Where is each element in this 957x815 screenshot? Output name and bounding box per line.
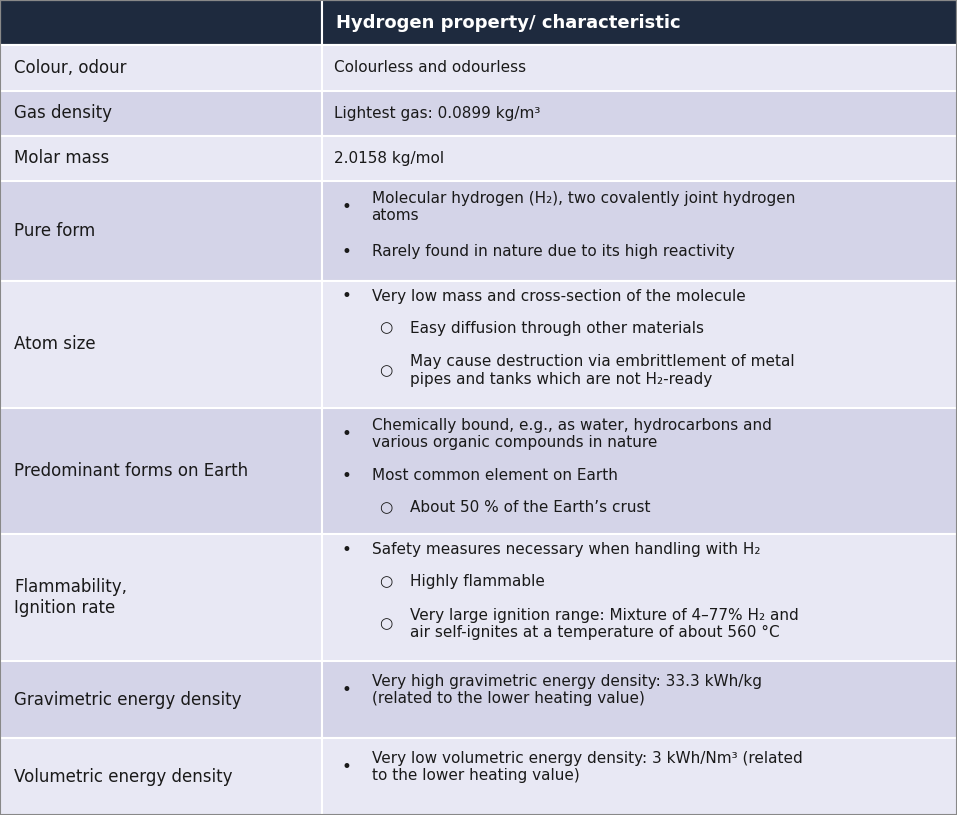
Text: ○: ○ bbox=[380, 574, 392, 589]
Text: •: • bbox=[342, 681, 351, 698]
Bar bbox=[322, 46, 957, 90]
Text: ○: ○ bbox=[380, 320, 392, 336]
Text: Rarely found in nature due to its high reactivity: Rarely found in nature due to its high r… bbox=[371, 244, 734, 259]
Text: •: • bbox=[342, 467, 351, 485]
Text: Very large ignition range: Mixture of 4–77% H₂ and
air self-ignites at a tempera: Very large ignition range: Mixture of 4–… bbox=[410, 608, 798, 640]
Text: Highly flammable: Highly flammable bbox=[410, 574, 545, 589]
Bar bbox=[322, 181, 957, 280]
Text: ○: ○ bbox=[380, 500, 392, 515]
Bar bbox=[322, 408, 957, 535]
Text: Gravimetric energy density: Gravimetric energy density bbox=[14, 690, 241, 708]
Bar bbox=[322, 661, 957, 738]
Text: Flammability,
Ignition rate: Flammability, Ignition rate bbox=[14, 579, 127, 617]
Bar bbox=[322, 90, 957, 136]
Text: •: • bbox=[342, 198, 351, 216]
Bar bbox=[322, 280, 957, 408]
Bar bbox=[0, 738, 322, 815]
Bar bbox=[322, 0, 957, 46]
Bar bbox=[0, 0, 322, 46]
Text: ○: ○ bbox=[380, 363, 392, 378]
Text: Most common element on Earth: Most common element on Earth bbox=[371, 469, 617, 483]
Text: Atom size: Atom size bbox=[14, 335, 96, 353]
Text: Hydrogen property/ characteristic: Hydrogen property/ characteristic bbox=[336, 14, 680, 32]
Text: Safety measures necessary when handling with H₂: Safety measures necessary when handling … bbox=[371, 543, 760, 557]
Text: Pure form: Pure form bbox=[14, 222, 96, 240]
Bar bbox=[0, 661, 322, 738]
Text: Colour, odour: Colour, odour bbox=[14, 59, 126, 77]
Text: •: • bbox=[342, 288, 351, 306]
Text: Colourless and odourless: Colourless and odourless bbox=[334, 60, 525, 76]
Bar bbox=[0, 90, 322, 136]
Text: •: • bbox=[342, 243, 351, 261]
Text: About 50 % of the Earth’s crust: About 50 % of the Earth’s crust bbox=[410, 500, 650, 515]
Text: Lightest gas: 0.0899 kg/m³: Lightest gas: 0.0899 kg/m³ bbox=[334, 106, 540, 121]
Text: Volumetric energy density: Volumetric energy density bbox=[14, 768, 233, 786]
Text: Molecular hydrogen (H₂), two covalently joint hydrogen
atoms: Molecular hydrogen (H₂), two covalently … bbox=[371, 191, 795, 223]
Bar bbox=[0, 408, 322, 535]
Bar bbox=[0, 46, 322, 90]
Text: Very low volumetric energy density: 3 kWh/Nm³ (related
to the lower heating valu: Very low volumetric energy density: 3 kW… bbox=[371, 751, 802, 783]
Text: Easy diffusion through other materials: Easy diffusion through other materials bbox=[410, 320, 703, 336]
Text: Chemically bound, e.g., as water, hydrocarbons and
various organic compounds in : Chemically bound, e.g., as water, hydroc… bbox=[371, 417, 771, 450]
Text: May cause destruction via embrittlement of metal
pipes and tanks which are not H: May cause destruction via embrittlement … bbox=[410, 354, 794, 386]
Text: Molar mass: Molar mass bbox=[14, 149, 109, 167]
Text: •: • bbox=[342, 541, 351, 559]
Bar bbox=[322, 535, 957, 661]
Text: Very low mass and cross-section of the molecule: Very low mass and cross-section of the m… bbox=[371, 289, 746, 304]
Text: •: • bbox=[342, 425, 351, 443]
Text: Predominant forms on Earth: Predominant forms on Earth bbox=[14, 462, 248, 480]
Bar bbox=[322, 738, 957, 815]
Text: 2.0158 kg/mol: 2.0158 kg/mol bbox=[334, 151, 444, 166]
Bar bbox=[0, 535, 322, 661]
Bar bbox=[0, 181, 322, 280]
Bar bbox=[322, 136, 957, 181]
Bar bbox=[0, 136, 322, 181]
Text: Gas density: Gas density bbox=[14, 104, 112, 122]
Text: ○: ○ bbox=[380, 616, 392, 632]
Text: •: • bbox=[342, 758, 351, 776]
Bar bbox=[0, 280, 322, 408]
Text: Very high gravimetric energy density: 33.3 kWh/kg
(related to the lower heating : Very high gravimetric energy density: 33… bbox=[371, 673, 762, 706]
